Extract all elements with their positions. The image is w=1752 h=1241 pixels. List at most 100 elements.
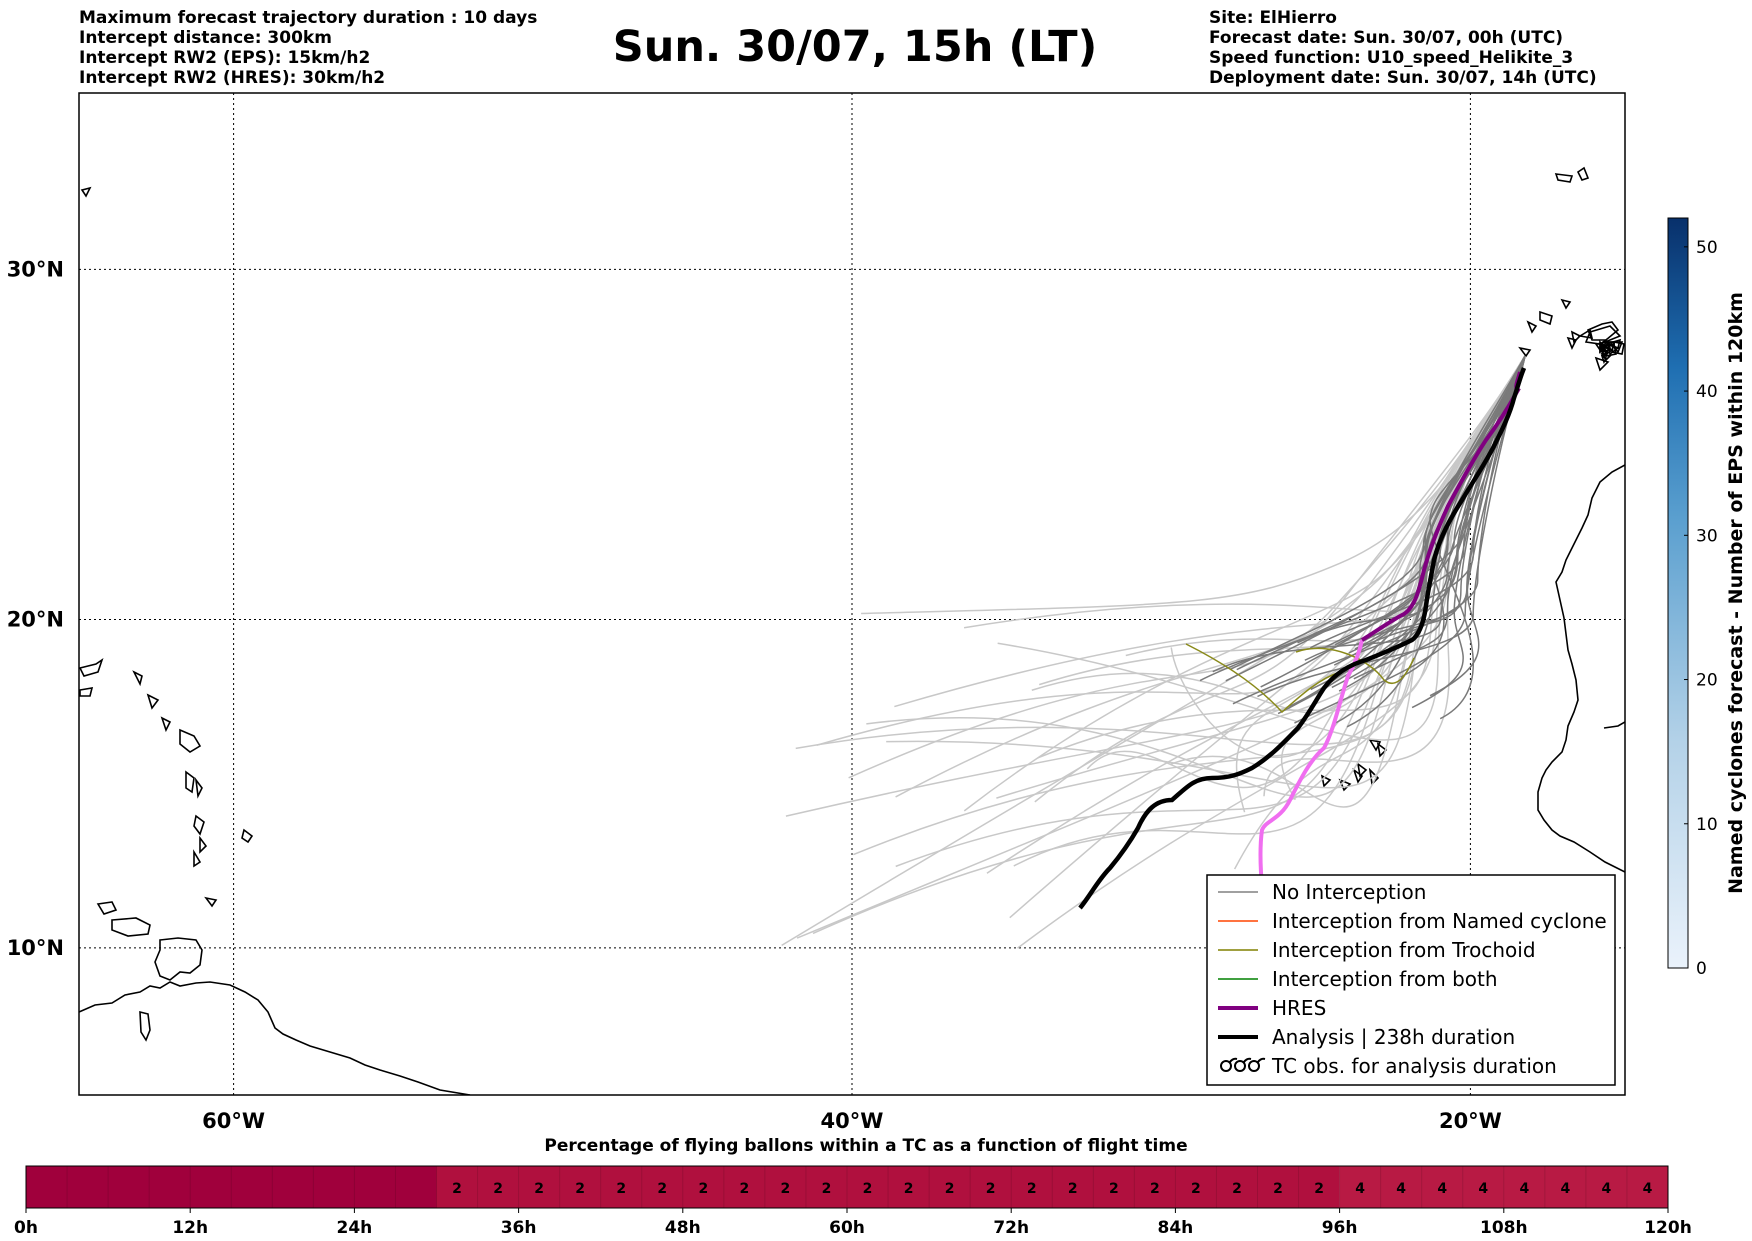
longitude-label: 40°W	[821, 1109, 884, 1133]
header-info-right: Site: ElHierro Forecast date: Sun. 30/07…	[1209, 8, 1597, 88]
coastline-antilles	[132, 670, 143, 687]
coastline-canary-islands	[1539, 310, 1553, 326]
time-bar-value: 4	[1519, 1181, 1529, 1197]
coastline-antilles	[204, 896, 218, 908]
eps-trajectory-dark	[1353, 355, 1526, 647]
legend: No Interception Interception from Named c…	[1206, 874, 1616, 1086]
legend-item: No Interception	[1218, 880, 1426, 904]
legend-box	[1206, 874, 1616, 1086]
time-bar-tick-label: 96h	[1322, 1218, 1358, 1238]
time-bar-value: 2	[493, 1181, 503, 1197]
time-bar-tick-label: 108h	[1480, 1218, 1528, 1238]
time-bar-value: 2	[1150, 1181, 1160, 1197]
time-bar-value: 2	[1109, 1181, 1119, 1197]
time-bar-value: 4	[1396, 1181, 1406, 1197]
coastline-island	[111, 917, 151, 937]
colorbar-tick-label: 40	[1696, 382, 1718, 402]
time-bar-segment	[1339, 1166, 1668, 1208]
eps-trajectory-dark	[1294, 355, 1526, 724]
header-info-left: Maximum forecast trajectory duration : 1…	[79, 8, 537, 88]
legend-item: HRES	[1218, 996, 1326, 1020]
time-bar-tick-label: 72h	[993, 1218, 1029, 1238]
colorbar-tick-label: 20	[1696, 671, 1718, 691]
longitude-labels: 60°W 40°W 20°W	[202, 1109, 1502, 1133]
coastline-antilles	[79, 658, 104, 677]
coastline-canary-islands	[1584, 325, 1622, 345]
time-bar-value: 2	[904, 1181, 914, 1197]
coastline-cape-verde	[1352, 767, 1364, 784]
coastline-canary-islands	[1586, 321, 1620, 341]
trochoid-trajectory	[1295, 647, 1415, 685]
colorbar-tick-label: 30	[1696, 526, 1718, 546]
header-right-line: Speed function: U10_speed_Helikite_3	[1209, 48, 1574, 68]
coastline-canary-islands	[1600, 354, 1608, 365]
coastline-canary-islands	[1560, 298, 1572, 310]
time-bar-title: Percentage of flying ballons within a TC…	[544, 1136, 1188, 1156]
header-right-line: Forecast date: Sun. 30/07, 00h (UTC)	[1209, 28, 1564, 48]
coastline-antilles	[193, 849, 202, 868]
colorbar: 0 10 20 30 40 50 Named cyclones forecast - Nu…	[1667, 217, 1747, 979]
longitude-label: 20°W	[1439, 1109, 1502, 1133]
time-bar-value: 2	[1273, 1181, 1283, 1197]
time-bar: 2 2 2 2 2 2 2 2 2 2 2 2 2 2 2 2 2 2 2 2 2 2 4 4 4 4 4 4 4 4 0h 12h 24h 3…	[14, 1165, 1692, 1238]
time-bar-tick-label: 120h	[1644, 1218, 1692, 1238]
time-bar-tick-label: 0h	[14, 1218, 38, 1238]
time-bar-value: 2	[534, 1181, 544, 1197]
coastline-island	[96, 901, 118, 915]
time-bar-value: 2	[452, 1181, 462, 1197]
coastline-africa	[1603, 721, 1625, 729]
time-bar-value: 2	[863, 1181, 873, 1197]
header-right-line: Deployment date: Sun. 30/07, 14h (UTC)	[1209, 68, 1597, 88]
header-left-line: Intercept RW2 (HRES): 30km/h2	[79, 68, 386, 88]
legend-label: Interception from both	[1272, 967, 1498, 991]
cyclone-symbol-icon	[1248, 1060, 1260, 1072]
eps-trajectory-dark	[1331, 355, 1526, 726]
latitude-label: 10°N	[7, 936, 64, 960]
time-bar-value: 4	[1643, 1181, 1653, 1197]
time-bar-value: 2	[1232, 1181, 1242, 1197]
colorbar-tick-label: 50	[1696, 238, 1718, 258]
eps-trajectories-trochoid	[1185, 643, 1415, 714]
eps-trajectory-light	[1031, 355, 1526, 714]
time-bar-value: 4	[1437, 1181, 1447, 1197]
coastline-antilles	[146, 693, 160, 710]
coastline-cape-verde	[1376, 742, 1388, 758]
coastline-antilles	[80, 186, 92, 198]
time-bar-value: 2	[781, 1181, 791, 1197]
legend-label: No Interception	[1272, 880, 1426, 904]
coastline-canary-islands	[1611, 341, 1625, 355]
time-bar-value: 4	[1478, 1181, 1488, 1197]
coastline-canary-islands	[1518, 346, 1532, 358]
legend-item: Analysis | 238h duration	[1218, 1025, 1515, 1049]
coastline-madeira	[1576, 166, 1590, 181]
time-bar-tick-label: 36h	[501, 1218, 537, 1238]
eps-trajectory-dark	[1236, 355, 1526, 671]
time-bar-value: 2	[740, 1181, 750, 1197]
analysis-trajectory	[1078, 367, 1527, 910]
colorbar-tick-label: 0	[1696, 959, 1707, 979]
time-bar-value: 2	[822, 1181, 832, 1197]
trochoid-trajectory	[1185, 643, 1341, 714]
time-bar-value: 2	[986, 1181, 996, 1197]
time-bar-segment	[26, 1166, 437, 1208]
coastline-canary-islands	[1526, 320, 1538, 334]
time-bar-tick-label: 84h	[1158, 1218, 1194, 1238]
coastline-antilles	[79, 687, 94, 697]
coastline-canary-islands	[1594, 356, 1610, 372]
time-bar-tick-label: 12h	[172, 1218, 208, 1238]
time-bar-value: 4	[1355, 1181, 1365, 1197]
coastline-antilles	[179, 728, 202, 753]
time-bar-segment	[436, 1166, 1340, 1208]
time-bar-value: 2	[698, 1181, 708, 1197]
colorbar-label: Named cyclones forecast - Number of EPS …	[1725, 292, 1747, 894]
legend-item: Interception from Named cyclone	[1218, 909, 1607, 933]
legend-label: Analysis | 238h duration	[1272, 1025, 1515, 1049]
time-bar-value: 2	[1068, 1181, 1078, 1197]
coastline-canary-islands	[1599, 344, 1606, 354]
time-bar-value: 4	[1561, 1181, 1571, 1197]
coastline-antilles	[199, 835, 208, 854]
eps-trajectory-light	[848, 355, 1526, 779]
legend-item: TC obs. for analysis duration	[1220, 1054, 1557, 1078]
time-bar-value: 2	[1027, 1181, 1037, 1197]
header-right-line: Site: ElHierro	[1209, 8, 1337, 28]
